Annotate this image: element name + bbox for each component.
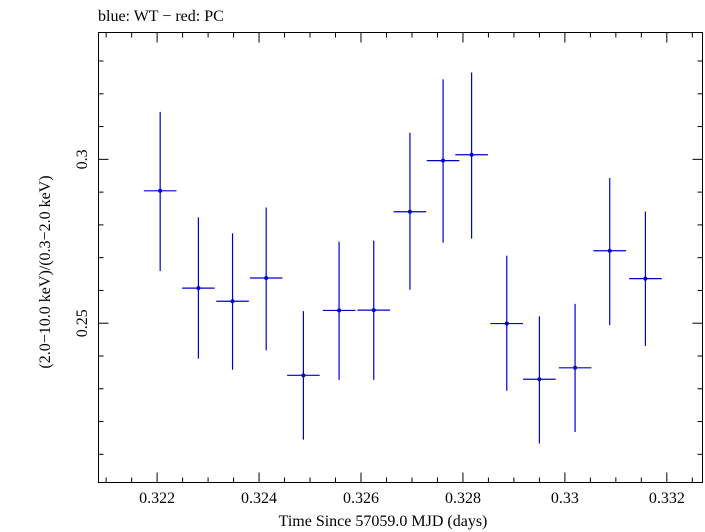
y-tick-label: 0.25 [74,309,91,337]
point-marker [469,152,474,157]
point-marker [407,209,412,214]
x-tick-label: 0.324 [241,490,277,507]
point-marker [337,308,342,313]
y-axis-label: (2.0−10.0 keV)/(0.3−2.0 keV) [37,175,54,368]
data-point [426,79,460,243]
y-tick-label: 0.3 [74,149,91,169]
point-marker [301,373,306,378]
data-point [182,217,215,359]
y-tick-labels: 0.25 0.3 [74,149,91,337]
data-point [455,72,488,239]
data-point [558,303,592,433]
data-point [593,178,627,326]
data-point [393,132,427,290]
chart-title: blue: WT − red: PC [98,8,224,25]
x-tick-label: 0.332 [649,490,685,507]
data-point [143,111,177,272]
point-marker [643,276,648,281]
point-marker [504,321,509,326]
point-marker [230,299,235,304]
point-marker [537,377,542,382]
data-point [629,211,662,346]
x-tick-label: 0.322 [139,490,175,507]
x-tick-label: 0.326 [343,490,379,507]
data-point [322,241,356,380]
point-marker [196,286,201,291]
axis-ticks [98,32,703,483]
x-tick-label: 0.33 [551,490,579,507]
data-point [523,316,556,444]
x-axis-label: Time Since 57059.0 MJD (days) [279,513,488,530]
data-point [249,207,283,351]
point-marker [607,248,612,253]
plot-frame [98,32,703,483]
data-point [287,311,320,440]
x-tick-labels: 0.322 0.324 0.326 0.328 0.33 0.332 [139,490,685,507]
x-tick-label: 0.328 [445,490,481,507]
data-points [143,72,662,444]
point-marker [371,308,376,313]
data-point [216,233,249,370]
data-point [357,240,391,380]
point-marker [441,158,446,163]
point-marker [573,365,578,370]
point-marker [264,275,269,280]
data-point [490,255,524,391]
point-marker [158,188,163,193]
